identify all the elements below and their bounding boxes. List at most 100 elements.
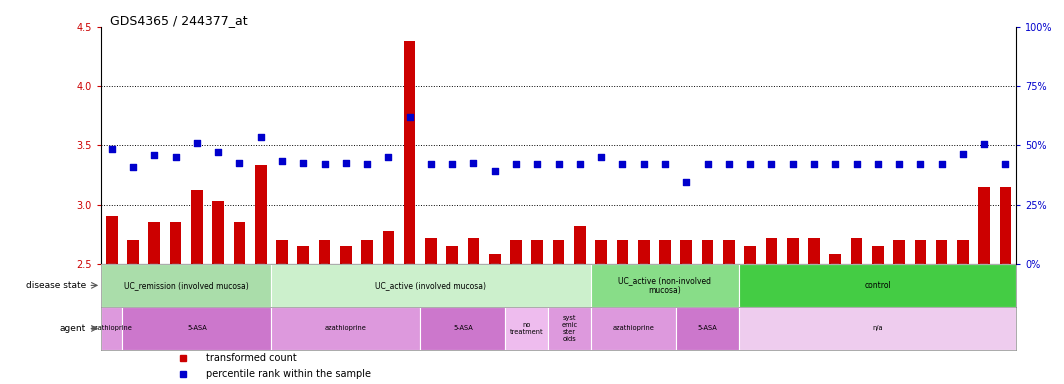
Point — [486, 168, 503, 174]
Bar — [553, 240, 564, 264]
Point — [124, 164, 142, 170]
Bar — [254, 166, 266, 264]
Bar — [676, 307, 739, 350]
Bar — [722, 240, 734, 264]
Point — [678, 179, 695, 185]
Bar — [122, 307, 271, 350]
Bar — [297, 246, 309, 264]
Bar — [809, 238, 819, 264]
Point — [891, 161, 908, 167]
Bar — [638, 240, 649, 264]
Point — [997, 161, 1014, 167]
Bar — [739, 264, 1016, 307]
Bar — [765, 238, 777, 264]
Point — [848, 161, 865, 167]
Text: UC_remission (involved mucosa): UC_remission (involved mucosa) — [123, 281, 249, 290]
Bar — [148, 222, 160, 264]
Bar — [505, 307, 548, 350]
Point — [614, 161, 631, 167]
Bar — [420, 307, 505, 350]
Point — [380, 154, 397, 160]
Point — [422, 161, 439, 167]
Point — [976, 141, 993, 147]
Point — [827, 161, 844, 167]
Point — [252, 134, 269, 140]
Bar — [575, 226, 586, 264]
Bar — [999, 187, 1011, 264]
Bar — [659, 240, 671, 264]
Bar — [829, 254, 841, 264]
Text: transformed count: transformed count — [206, 353, 297, 362]
Bar — [276, 240, 287, 264]
Bar — [511, 240, 522, 264]
Bar — [105, 217, 117, 264]
Point — [167, 154, 184, 160]
Text: 5-ASA: 5-ASA — [187, 326, 206, 331]
Point — [337, 160, 354, 166]
Bar — [101, 264, 271, 307]
Bar — [978, 187, 990, 264]
Text: agent: agent — [60, 324, 86, 333]
Point — [210, 149, 227, 156]
Bar — [681, 240, 692, 264]
Point — [699, 161, 716, 167]
Text: azathioprine: azathioprine — [325, 326, 367, 331]
Bar — [936, 240, 947, 264]
Bar — [488, 254, 500, 264]
Bar — [871, 246, 883, 264]
Text: syst
emic
ster
oids: syst emic ster oids — [561, 315, 578, 342]
Point — [444, 161, 461, 167]
Point — [763, 161, 780, 167]
Bar — [958, 240, 968, 264]
Text: disease state: disease state — [26, 281, 86, 290]
Point — [508, 161, 525, 167]
Text: no
treatment: no treatment — [510, 322, 544, 335]
Point — [231, 160, 248, 166]
Point — [571, 161, 588, 167]
Point — [146, 152, 163, 158]
Bar — [404, 41, 415, 264]
Text: azathioprine: azathioprine — [612, 326, 654, 331]
Point — [273, 158, 290, 164]
Bar — [851, 238, 862, 264]
Bar — [128, 240, 138, 264]
Point — [103, 146, 120, 152]
Text: UC_active (involved mucosa): UC_active (involved mucosa) — [376, 281, 486, 290]
Bar — [212, 201, 223, 264]
Bar — [616, 240, 628, 264]
Point — [359, 161, 376, 167]
Bar — [425, 238, 436, 264]
Point — [635, 161, 652, 167]
Text: azathioprine: azathioprine — [90, 326, 133, 331]
Text: GDS4365 / 244377_at: GDS4365 / 244377_at — [111, 14, 248, 27]
Bar — [233, 222, 245, 264]
Point — [316, 161, 333, 167]
Bar — [382, 231, 394, 264]
Bar — [101, 307, 122, 350]
Bar — [786, 238, 798, 264]
Text: 5-ASA: 5-ASA — [698, 326, 717, 331]
Point — [742, 161, 759, 167]
Point — [720, 161, 737, 167]
Bar — [361, 240, 372, 264]
Bar — [271, 307, 420, 350]
Text: UC_active (non-involved
mucosa): UC_active (non-involved mucosa) — [618, 276, 712, 295]
Point — [912, 161, 929, 167]
Bar — [192, 190, 202, 264]
Bar — [446, 246, 458, 264]
Point — [401, 114, 418, 120]
Bar — [702, 240, 713, 264]
Bar — [531, 240, 543, 264]
Point — [465, 160, 482, 166]
Text: n/a: n/a — [872, 326, 883, 331]
Bar — [271, 264, 591, 307]
Bar — [170, 222, 181, 264]
Bar — [591, 307, 676, 350]
Bar — [548, 307, 591, 350]
Bar — [468, 238, 479, 264]
Bar — [596, 240, 606, 264]
Bar — [591, 264, 739, 307]
Bar — [739, 307, 1016, 350]
Bar — [893, 240, 904, 264]
Point — [869, 161, 886, 167]
